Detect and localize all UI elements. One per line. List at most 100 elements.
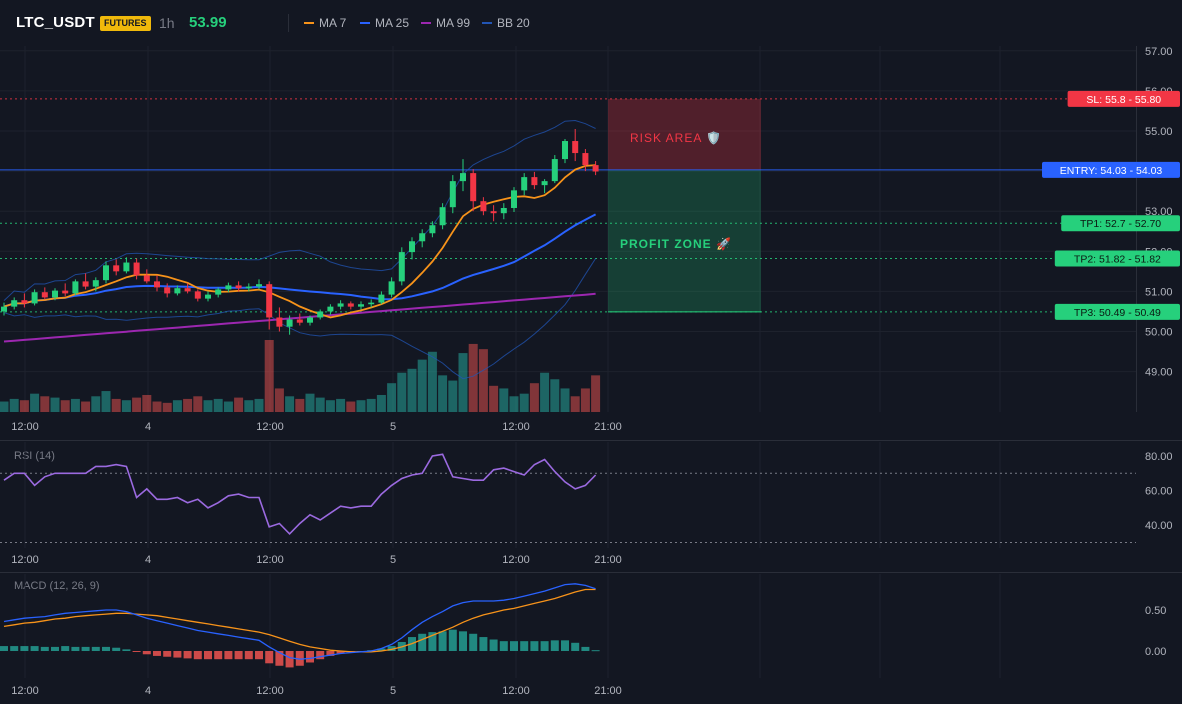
candle[interactable] bbox=[592, 161, 599, 176]
candle[interactable] bbox=[358, 301, 364, 310]
candle-body bbox=[409, 241, 415, 253]
candle[interactable] bbox=[205, 291, 211, 302]
candle[interactable] bbox=[429, 221, 436, 238]
candle[interactable] bbox=[337, 300, 344, 310]
time-axis-rsi: 12:00 4 12:00 5 12:00 21:00 bbox=[11, 554, 622, 566]
candle[interactable] bbox=[480, 197, 487, 216]
time-tick: 12:00 bbox=[256, 421, 284, 433]
candle[interactable] bbox=[123, 257, 130, 274]
candle-body bbox=[531, 177, 538, 186]
volume-bar bbox=[315, 397, 325, 412]
candle-body bbox=[184, 288, 191, 292]
candle[interactable] bbox=[582, 149, 589, 172]
candle[interactable] bbox=[317, 309, 324, 320]
candle[interactable] bbox=[398, 247, 405, 286]
candle[interactable] bbox=[62, 283, 69, 297]
candle[interactable] bbox=[133, 258, 140, 280]
candle[interactable] bbox=[225, 282, 232, 293]
risk-area-box[interactable] bbox=[608, 98, 761, 170]
macd-histogram-bar bbox=[561, 640, 569, 651]
candle[interactable] bbox=[470, 169, 477, 212]
candle[interactable] bbox=[460, 159, 466, 192]
macd-histogram-bar bbox=[173, 651, 182, 658]
volume-bar bbox=[519, 393, 529, 412]
profit-zone-box[interactable] bbox=[608, 169, 761, 312]
interval-selector[interactable]: 1h bbox=[159, 15, 175, 31]
candle[interactable] bbox=[531, 171, 538, 190]
candle[interactable] bbox=[551, 155, 558, 184]
candle[interactable] bbox=[327, 304, 334, 315]
candle[interactable] bbox=[286, 315, 293, 335]
candlesticks[interactable] bbox=[1, 128, 599, 335]
candle[interactable] bbox=[154, 275, 160, 292]
candle[interactable] bbox=[449, 175, 456, 214]
volume-bar bbox=[438, 375, 448, 412]
candle[interactable] bbox=[541, 179, 548, 194]
candle[interactable] bbox=[347, 301, 354, 310]
candle[interactable] bbox=[419, 229, 426, 248]
candle[interactable] bbox=[235, 281, 242, 292]
candle[interactable] bbox=[164, 283, 171, 298]
candle[interactable] bbox=[511, 187, 517, 213]
sl-tag[interactable]: SL: 55.8 - 55.80 bbox=[1067, 90, 1180, 107]
candle[interactable] bbox=[368, 299, 375, 308]
candle[interactable] bbox=[245, 283, 252, 292]
candle[interactable] bbox=[41, 287, 48, 300]
candle[interactable] bbox=[439, 203, 446, 230]
volume-bar bbox=[60, 400, 70, 412]
candle[interactable] bbox=[92, 277, 99, 292]
macd-histogram-bar bbox=[571, 642, 580, 651]
candle[interactable] bbox=[296, 313, 303, 326]
candle[interactable] bbox=[266, 281, 273, 330]
volume-bar bbox=[203, 400, 213, 412]
volume-bar bbox=[213, 398, 223, 412]
legend-ma7[interactable]: MA 7 bbox=[304, 16, 346, 30]
candle-body bbox=[113, 265, 120, 272]
candle[interactable] bbox=[562, 139, 568, 164]
time-tick: 12:00 bbox=[11, 554, 39, 566]
candle[interactable] bbox=[572, 128, 579, 162]
candle[interactable] bbox=[184, 283, 191, 294]
candle[interactable] bbox=[500, 203, 507, 220]
candle-body bbox=[286, 319, 293, 327]
legend-ma99[interactable]: MA 99 bbox=[421, 16, 470, 30]
macd-histogram-bar bbox=[234, 651, 243, 660]
candle[interactable] bbox=[52, 288, 58, 301]
tp3-tag[interactable]: TP3: 50.49 - 50.49 bbox=[1054, 303, 1180, 320]
macd-tick: 0.50 bbox=[1145, 605, 1166, 617]
candle[interactable] bbox=[276, 307, 283, 332]
tp2-tag[interactable]: TP2: 51.82 - 51.82 bbox=[1054, 250, 1180, 267]
entry-tag[interactable]: ENTRY: 54.03 - 54.03 bbox=[1042, 161, 1180, 178]
candle[interactable] bbox=[11, 297, 18, 310]
macd-panel[interactable]: 0.50 0.00 bbox=[0, 574, 1166, 678]
tp1-tag[interactable]: TP1: 52.7 - 52.70 bbox=[1061, 215, 1180, 232]
candle[interactable] bbox=[521, 173, 528, 196]
candle[interactable] bbox=[194, 289, 201, 302]
legend-bb20[interactable]: BB 20 bbox=[482, 16, 530, 30]
candle[interactable] bbox=[174, 285, 181, 296]
candle-body bbox=[235, 285, 242, 289]
legend-ma25[interactable]: MA 25 bbox=[360, 16, 409, 30]
candle[interactable] bbox=[143, 269, 150, 284]
price-tick: 57.00 bbox=[1145, 46, 1173, 58]
candle[interactable] bbox=[378, 291, 385, 305]
candle[interactable] bbox=[21, 293, 28, 308]
ma7-line bbox=[3, 164, 596, 319]
candle[interactable] bbox=[72, 279, 79, 296]
candle[interactable] bbox=[490, 205, 497, 222]
volume-bar bbox=[336, 398, 346, 412]
candle[interactable] bbox=[256, 279, 262, 290]
time-tick: 12:00 bbox=[11, 421, 39, 433]
candle[interactable] bbox=[113, 259, 120, 276]
candle[interactable] bbox=[82, 273, 89, 290]
symbol-name[interactable]: LTC_USDT bbox=[16, 14, 95, 31]
candle[interactable] bbox=[1, 302, 7, 316]
candle[interactable] bbox=[31, 289, 38, 306]
candle[interactable] bbox=[215, 287, 222, 298]
candle[interactable] bbox=[307, 315, 313, 326]
candle[interactable] bbox=[388, 277, 395, 298]
rsi-panel[interactable]: 80.00 60.00 40.00 bbox=[0, 442, 1173, 548]
candle[interactable] bbox=[409, 237, 415, 260]
candle[interactable] bbox=[103, 261, 109, 284]
